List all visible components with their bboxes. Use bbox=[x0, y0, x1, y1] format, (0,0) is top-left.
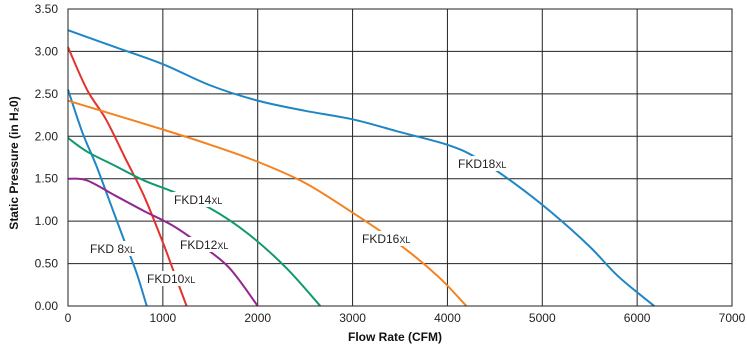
series-label-fkd8: FKD 8XL bbox=[90, 242, 135, 256]
y-tick-label: 1.50 bbox=[35, 172, 59, 186]
x-tick-label: 3000 bbox=[339, 311, 366, 325]
series-label-fkd10: FKD10XL bbox=[147, 272, 195, 286]
x-tick-label: 7000 bbox=[719, 311, 746, 325]
x-tick-label: 6000 bbox=[624, 311, 651, 325]
y-tick-label: 2.50 bbox=[35, 87, 59, 101]
series-label-fkd18: FKD18XL bbox=[458, 157, 506, 171]
x-tick-label: 5000 bbox=[529, 311, 556, 325]
series-label-fkd16: FKD16XL bbox=[362, 232, 410, 246]
y-tick-label: 0.00 bbox=[35, 299, 59, 313]
y-tick-label: 0.50 bbox=[35, 257, 59, 271]
x-tick-label: 0 bbox=[65, 311, 72, 325]
y-axis-title: Static Pressure (in H₂0) bbox=[7, 96, 21, 229]
x-axis-title: Flow Rate (CFM) bbox=[348, 330, 442, 344]
x-tick-label: 4000 bbox=[434, 311, 461, 325]
y-tick-label: 2.00 bbox=[35, 129, 59, 143]
series-label-fkd14: FKD14XL bbox=[174, 193, 222, 207]
x-tick-label: 1000 bbox=[150, 311, 177, 325]
series-label-fkd12: FKD12XL bbox=[180, 238, 228, 252]
y-tick-label: 3.50 bbox=[35, 2, 59, 16]
y-tick-label: 3.00 bbox=[35, 44, 59, 58]
x-tick-label: 2000 bbox=[244, 311, 271, 325]
y-tick-label: 1.00 bbox=[35, 214, 59, 228]
